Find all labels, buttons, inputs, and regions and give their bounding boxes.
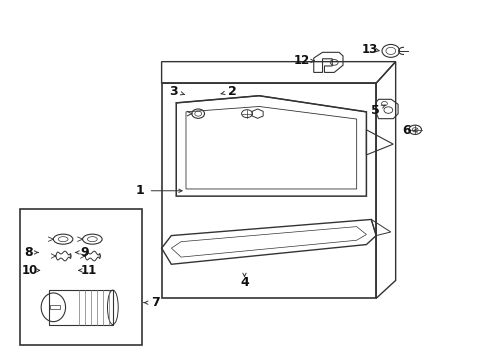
Text: 9: 9 [80,246,89,259]
Text: 10: 10 [22,264,38,277]
Text: 11: 11 [80,264,97,277]
Text: 8: 8 [24,246,33,259]
Bar [49,290,113,324]
Text: 1: 1 [135,184,144,197]
Text: 13: 13 [362,42,378,55]
Text: 6: 6 [401,124,410,137]
Text: 2: 2 [227,85,236,98]
Bar [50,305,60,310]
Bar [161,83,375,298]
Text: 12: 12 [293,54,309,67]
Text: 5: 5 [370,104,379,117]
Bar [20,209,142,345]
Text: 7: 7 [151,296,160,309]
Text: 4: 4 [240,276,248,289]
Text: 3: 3 [169,85,178,98]
